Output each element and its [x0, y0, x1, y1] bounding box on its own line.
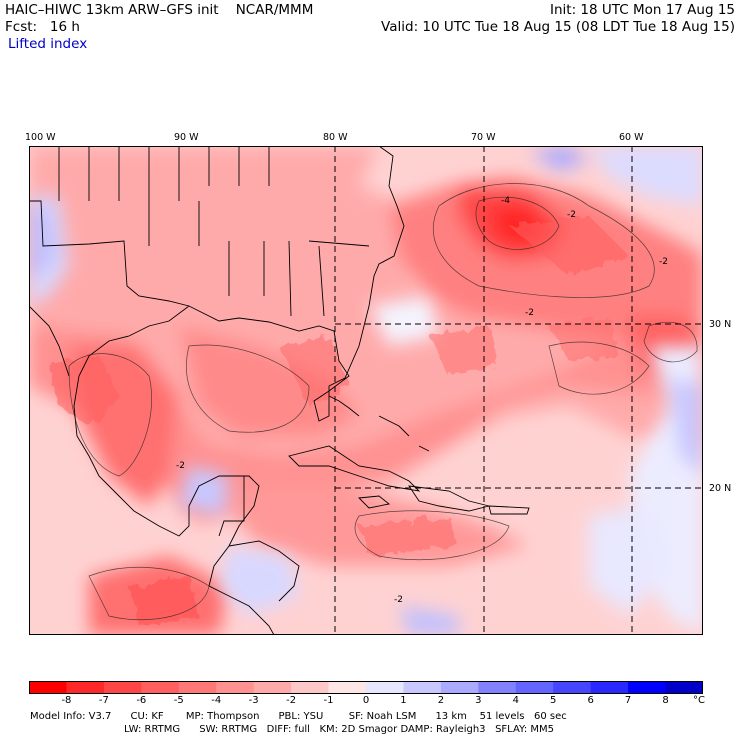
- colorbar-swatch: [553, 681, 592, 694]
- init-time: Init: 18 UTC Mon 17 Aug 15: [550, 2, 735, 18]
- colorbar-tick-label: -2: [286, 695, 297, 706]
- colorbar-swatch: [328, 681, 367, 694]
- colorbar-swatch: [366, 681, 404, 694]
- stable-regions: [29, 146, 703, 635]
- graticule: [334, 146, 703, 635]
- lon-label-90w: 90 W: [174, 132, 199, 143]
- lifted-index-map: -2 -2 -2 -4 -2 -2: [29, 146, 703, 635]
- contour-label: -2: [567, 210, 576, 220]
- colorbar-swatch: [665, 681, 703, 694]
- model-info-line2: LW: RRTMG SW: RRTMG DIFF: full KM: 2D Sm…: [124, 724, 554, 735]
- colorbar-tick-label: -7: [98, 695, 109, 706]
- colorbar-tick-label: -4: [211, 695, 222, 706]
- lon-label-60w: 60 W: [619, 132, 644, 143]
- colorbar-tick-label: -5: [173, 695, 184, 706]
- colorbar-swatch: [478, 681, 517, 694]
- colorbar-frame: [29, 681, 703, 694]
- colorbar-tick-label: 4: [512, 695, 519, 706]
- coastlines: [29, 146, 530, 635]
- colorbar-tick-label: -6: [136, 695, 147, 706]
- colorbar-swatch: [178, 681, 217, 694]
- field-name: Lifted index: [8, 36, 88, 52]
- colorbar-tick-label: -1: [323, 695, 334, 706]
- colorbar-tick-label: 7: [624, 695, 632, 706]
- colorbar-tick-label: 1: [400, 695, 407, 706]
- colorbar: [29, 681, 703, 694]
- contour-lines: [68, 183, 698, 621]
- colorbar-tick-label: 6: [587, 695, 594, 706]
- forecast-hour: Fcst: 16 h: [5, 19, 80, 35]
- model-title: HAIC–HIWC 13km ARW–GFS init NCAR/MMM: [5, 2, 314, 18]
- colorbar-tick-label: 3: [475, 695, 482, 706]
- contour-label: -2: [659, 257, 668, 267]
- lon-label-80w: 80 W: [323, 132, 348, 143]
- colorbar-swatch: [515, 681, 554, 694]
- lon-label-70w: 70 W: [471, 132, 496, 143]
- colorbar-swatch: [291, 681, 330, 694]
- map-frame: [29, 146, 703, 635]
- colorbar-swatch: [216, 681, 255, 694]
- contour-label: -4: [501, 196, 510, 206]
- colorbar-unit: °C: [693, 695, 705, 706]
- colorbar-swatch: [103, 681, 142, 694]
- lat-label-30n: 30 N: [709, 319, 732, 330]
- colorbar-tick-label: -3: [248, 695, 259, 706]
- colorbar-swatch: [66, 681, 105, 694]
- colorbar-swatch: [628, 681, 667, 694]
- model-info-line1: Model Info: V3.7 CU: KF MP: Thompson PBL…: [30, 711, 567, 722]
- colorbar-tick-label: 8: [662, 695, 669, 706]
- colorbar-swatch: [141, 681, 180, 694]
- colorbar-tick-label: -8: [61, 695, 72, 706]
- colorbar-swatch: [403, 681, 442, 694]
- colorbar-tick-label: 0: [362, 695, 370, 706]
- colorbar-swatch: [590, 681, 629, 694]
- contour-label: -2: [394, 595, 403, 605]
- colorbar-tick-label: 2: [437, 695, 445, 706]
- contour-label: -2: [176, 461, 185, 471]
- lat-label-20n: 20 N: [709, 483, 732, 494]
- valid-time: Valid: 10 UTC Tue 18 Aug 15 (08 LDT Tue …: [381, 19, 735, 35]
- colorbar-tick-label: 5: [550, 695, 557, 706]
- field-texture: [49, 216, 629, 626]
- lon-label-100w: 100 W: [25, 132, 56, 143]
- colorbar-swatch: [440, 681, 479, 694]
- colorbar-swatch: [253, 681, 292, 694]
- contour-label: -2: [525, 308, 534, 318]
- colorbar-swatch: [29, 681, 67, 694]
